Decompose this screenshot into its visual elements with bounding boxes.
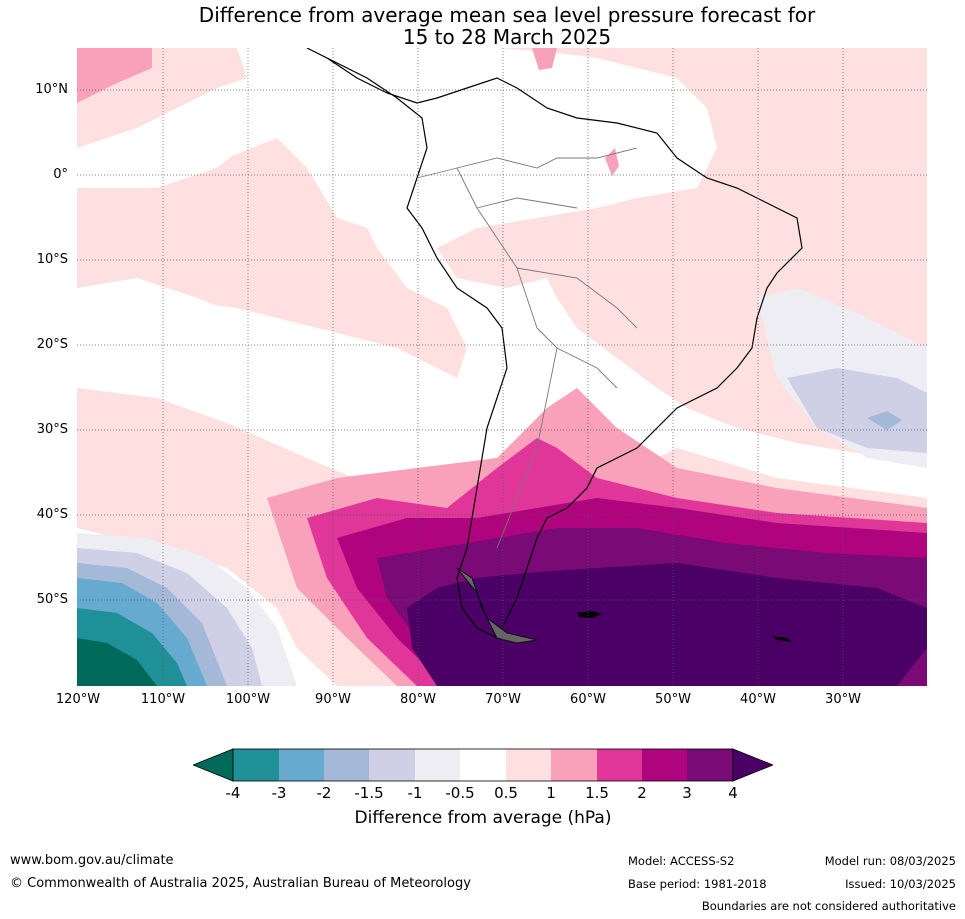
lat-label-10s: 10°S (36, 252, 68, 267)
contour-neutral-band (77, 48, 407, 228)
colorbar-cell-5 (415, 749, 460, 781)
contour-neutral-south (77, 298, 477, 448)
contour-caribbean-spot (532, 48, 557, 70)
lon-label-30w: 30°W (825, 692, 861, 707)
contour-neg-4 (77, 638, 157, 686)
colorbar-frame (232, 748, 734, 782)
lat-label-10n: 10°N (35, 82, 68, 97)
map-svg (77, 48, 927, 686)
lon-label-70w: 70°W (485, 692, 521, 707)
graticule (77, 48, 927, 686)
colorbar-tick: 4 (728, 784, 738, 802)
colorbar-tick: -2 (316, 784, 332, 802)
title-line-2: 15 to 28 March 2025 (402, 25, 612, 49)
lat-label-40s: 40°S (36, 507, 68, 522)
colorbar-tick: 3 (682, 784, 692, 802)
colorbar-tick: -4 (225, 784, 241, 802)
lat-label-0: 0° (53, 167, 68, 182)
tierra-del-fuego (456, 567, 538, 644)
colorbar-tick: 0.5 (494, 784, 518, 802)
south-america-coastline (306, 48, 803, 639)
colorbar-tick: 2 (637, 784, 647, 802)
colorbar-arrow-high (732, 748, 773, 782)
contour-amazon-spot (605, 148, 619, 176)
falkland-islands (577, 611, 602, 618)
lon-label-50w: 50°W (655, 692, 691, 707)
colorbar-tick: -1 (407, 784, 423, 802)
lat-label-50s: 50°S (36, 592, 68, 607)
contour-atlantic-neg-2 (867, 411, 902, 430)
colorbar-cell-3 (324, 749, 369, 781)
lon-label-80w: 80°W (400, 692, 436, 707)
colorbar (193, 748, 773, 782)
contour-nw-spot (77, 48, 152, 103)
lat-label-30s: 30°S (36, 422, 68, 437)
colorbar-title: Difference from average (hPa) (354, 808, 612, 828)
colorbar-cell-7 (506, 749, 551, 781)
lat-label-20s: 20°S (36, 337, 68, 352)
contour-0.5-1-region (77, 48, 927, 468)
colorbar-arrow-low (193, 748, 234, 782)
contour-0.5-1-pacific (77, 108, 467, 378)
colorbar-tick: -1.5 (354, 784, 384, 802)
country-borders (416, 147, 638, 549)
colorbar-cell-11 (687, 749, 733, 781)
title-line-1: Difference from average mean sea level p… (198, 3, 816, 27)
colorbar-cell-8 (551, 749, 597, 781)
south-georgia (772, 636, 792, 642)
colorbar-cell-1 (233, 749, 279, 781)
colorbar-cell-2 (279, 749, 324, 781)
lon-label-40w: 40°W (740, 692, 776, 707)
colorbar-cell-6 (460, 749, 506, 781)
colorbar-cell-4 (369, 749, 415, 781)
lon-label-60w: 60°W (570, 692, 606, 707)
copyright-text: © Commonwealth of Australia 2025, Austra… (10, 876, 471, 891)
lon-label-120w: 120°W (55, 692, 101, 707)
colorbar-tick: -0.5 (445, 784, 475, 802)
pressure-anomaly-map (77, 48, 927, 686)
base-period-text: Base period: 1981-2018 (628, 877, 767, 891)
issued-text: Issued: 10/03/2025 (845, 877, 956, 891)
colorbar-tick: -3 (271, 784, 287, 802)
lon-label-90w: 90°W (315, 692, 351, 707)
model-text: Model: ACCESS-S2 (628, 854, 735, 868)
colorbar-tick: 1 (546, 784, 556, 802)
contour-atlantic-neg-1.5 (787, 368, 927, 453)
lon-label-110w: 110°W (140, 692, 186, 707)
model-run-text: Model run: 08/03/2025 (824, 854, 956, 868)
contour-pos-4-plus (407, 563, 927, 686)
lon-label-100w: 100°W (225, 692, 271, 707)
disclaimer-text: Boundaries are not considered authoritat… (701, 899, 956, 913)
colorbar-cell-10 (642, 749, 687, 781)
colorbar-tick: 1.5 (585, 784, 609, 802)
map-title: Difference from average mean sea level p… (0, 4, 965, 48)
website-link[interactable]: www.bom.gov.au/climate (10, 853, 174, 868)
colorbar-cell-9 (597, 749, 642, 781)
